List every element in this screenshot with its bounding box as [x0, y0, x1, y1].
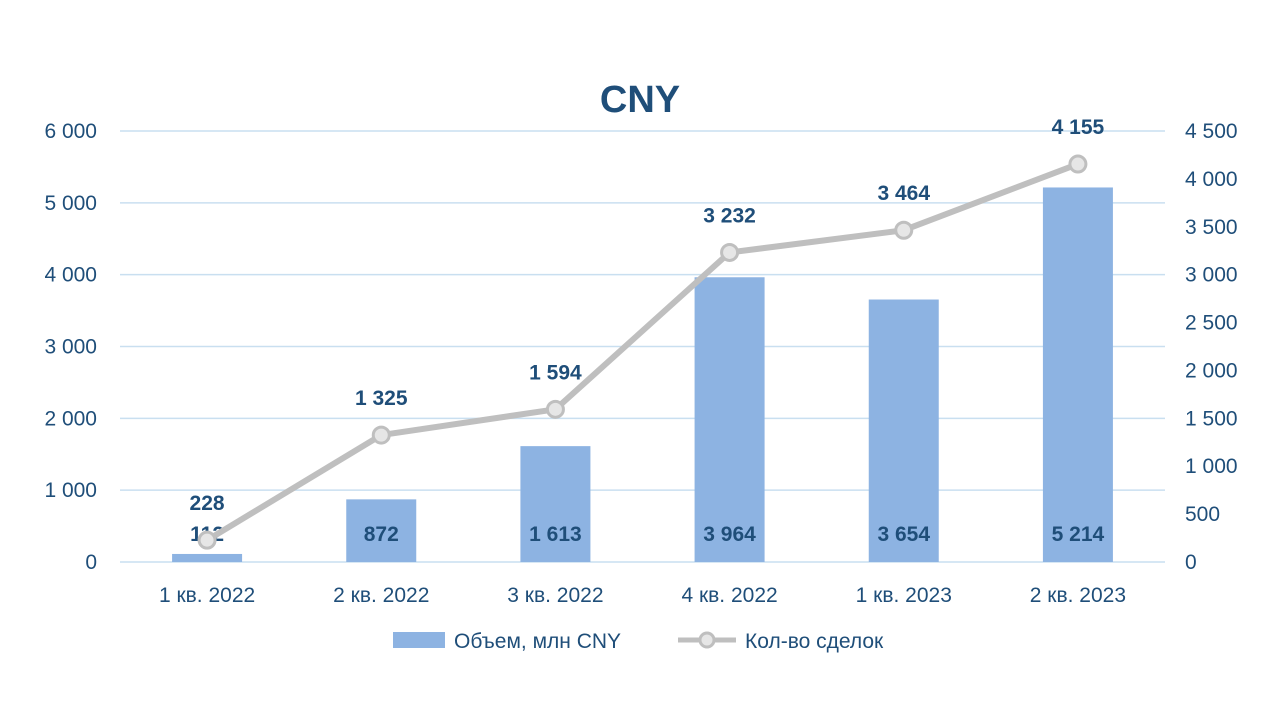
bar-value-label: 5 214: [1052, 523, 1105, 546]
line-point: [371, 425, 391, 445]
right-tick-label: 4 500: [1185, 120, 1238, 143]
legend-line-marker: [698, 631, 716, 649]
right-tick-label: 0: [1185, 551, 1197, 574]
legend-bar-label: Объем, млн CNY: [454, 630, 621, 653]
category-axis: 1 кв. 2022 2 кв. 2022 3 кв. 2022 4 кв. 2022…: [159, 584, 1126, 607]
right-tick-label: 2 500: [1185, 312, 1238, 335]
line-series: 228 1 325 1 594 3 232 3 464 4 155: [190, 116, 1105, 550]
right-tick-label: 1 500: [1185, 407, 1238, 430]
left-axis: 0 1 000 2 000 3 000 4 000 5 000 6 000: [44, 120, 97, 574]
bar: [1042, 187, 1113, 562]
line-value-label: 3 464: [877, 182, 930, 205]
line-value-label: 1 325: [355, 387, 408, 410]
left-tick-label: 3 000: [44, 336, 97, 359]
right-tick-label: 4 000: [1185, 168, 1238, 191]
category-label: 4 кв. 2022: [681, 584, 777, 607]
right-tick-label: 3 000: [1185, 264, 1238, 287]
line-point: [197, 530, 217, 550]
category-label: 2 кв. 2022: [333, 584, 429, 607]
line-point: [1068, 154, 1088, 174]
category-label: 1 кв. 2022: [159, 584, 255, 607]
legend: Объем, млн CNY Кол-во сделок: [393, 630, 884, 653]
left-tick-label: 0: [85, 551, 97, 574]
chart-title: CNY: [600, 79, 680, 121]
bar: [694, 277, 765, 562]
bar: [868, 299, 939, 562]
line-value-label: 228: [190, 492, 225, 515]
left-tick-label: 2 000: [44, 407, 97, 430]
right-tick-label: 3 500: [1185, 216, 1238, 239]
line-value-label: 1 594: [529, 361, 582, 384]
bar-value-label: 872: [364, 523, 399, 546]
left-tick-label: 4 000: [44, 264, 97, 287]
category-label: 1 кв. 2023: [856, 584, 952, 607]
category-label: 2 кв. 2023: [1030, 584, 1126, 607]
legend-bar-swatch: [393, 632, 445, 648]
legend-line-label: Кол-во сделок: [745, 630, 884, 653]
category-label: 3 кв. 2022: [507, 584, 603, 607]
line-path: [205, 161, 1079, 543]
line-value-label: 3 232: [703, 204, 756, 227]
left-tick-label: 6 000: [44, 120, 97, 143]
right-axis: 0 500 1 000 1 500 2 000 2 500 3 000 3 500 4 000 4…: [1185, 120, 1238, 574]
bar-value-label: 3 654: [877, 523, 930, 546]
bar: [520, 446, 591, 562]
line-point: [545, 399, 565, 419]
right-tick-label: 2 000: [1185, 359, 1238, 382]
bar-value-label: 1 613: [529, 523, 582, 546]
bar-value-label: 3 964: [703, 523, 756, 546]
right-tick-label: 1 000: [1185, 455, 1238, 478]
right-tick-label: 500: [1185, 503, 1220, 526]
line-point: [894, 220, 914, 240]
line-point: [720, 242, 740, 262]
bar: [346, 499, 417, 562]
left-tick-label: 1 000: [44, 479, 97, 502]
bar: [172, 553, 243, 562]
line-value-label: 4 155: [1052, 116, 1105, 139]
left-tick-label: 5 000: [44, 192, 97, 215]
